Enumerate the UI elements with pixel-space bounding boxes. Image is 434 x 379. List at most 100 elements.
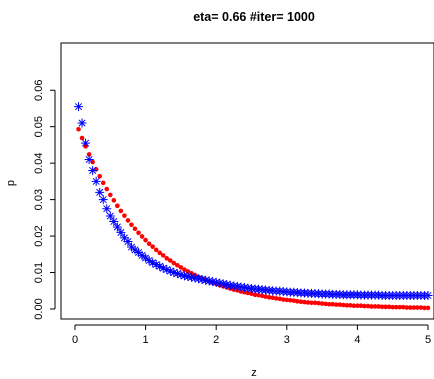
data-point	[125, 218, 131, 223]
data-point	[143, 237, 148, 243]
data-point	[150, 244, 155, 249]
data-point	[291, 298, 297, 303]
data-point	[97, 173, 103, 179]
data-point	[372, 304, 378, 309]
data-point	[109, 216, 119, 226]
data-point	[348, 303, 353, 308]
data-point	[204, 276, 214, 286]
data-point	[259, 293, 265, 299]
data-point	[408, 305, 413, 310]
data-point	[175, 262, 180, 268]
data-point	[183, 272, 193, 282]
data-point	[93, 167, 99, 172]
data-point	[295, 299, 300, 304]
data-point	[411, 305, 417, 310]
data-point	[146, 241, 152, 247]
chart-title: eta= 0.66 #iter= 1000	[193, 10, 315, 24]
data-point	[144, 256, 154, 266]
data-point	[105, 211, 115, 221]
data-point	[351, 303, 357, 309]
data-point	[309, 300, 314, 306]
data-point	[333, 302, 339, 307]
x-axis-label: z	[251, 367, 257, 379]
data-point	[340, 302, 346, 308]
data-point	[369, 304, 374, 309]
plot-area-frame	[60, 42, 434, 320]
data-point	[151, 260, 161, 270]
data-point	[383, 304, 388, 310]
data-point	[100, 180, 106, 186]
data-point	[182, 267, 187, 272]
x-tick-label: 1	[143, 334, 149, 346]
data-point	[116, 227, 126, 237]
y-tick-label: 0.05	[33, 116, 45, 137]
data-point	[153, 247, 159, 253]
data-point	[337, 302, 343, 307]
data-point	[129, 222, 134, 228]
data-point	[194, 274, 204, 284]
data-point	[365, 303, 371, 309]
data-point	[397, 304, 403, 310]
data-point	[225, 280, 235, 290]
data-point	[91, 176, 101, 186]
y-axis: 0.00 0.01 0.02 0.03 0.04 0.05 0.06	[33, 80, 56, 320]
data-point	[102, 204, 112, 214]
data-point	[400, 304, 406, 310]
data-point	[169, 268, 179, 278]
data-point	[86, 152, 92, 157]
data-point	[84, 155, 94, 165]
data-point	[252, 292, 258, 298]
data-point	[88, 165, 98, 175]
data-point	[298, 299, 304, 305]
data-point	[312, 300, 318, 306]
data-point	[157, 250, 163, 256]
data-point	[218, 279, 228, 289]
data-point	[208, 277, 218, 287]
data-point	[122, 213, 127, 218]
data-point	[165, 266, 175, 276]
data-point	[379, 304, 385, 310]
data-point	[74, 102, 84, 112]
data-point	[316, 300, 321, 306]
data-point	[136, 230, 141, 236]
data-point	[104, 186, 110, 192]
data-point	[232, 281, 242, 291]
data-point	[418, 305, 424, 310]
data-point	[344, 303, 350, 308]
data-point	[284, 297, 290, 303]
data-point	[288, 297, 293, 303]
data-point	[108, 192, 113, 198]
data-point	[280, 297, 286, 302]
data-point	[362, 303, 367, 309]
data-point	[160, 253, 166, 258]
data-point	[423, 291, 433, 301]
data-point	[126, 242, 136, 252]
data-point	[155, 261, 165, 271]
data-point	[302, 299, 307, 305]
data-point	[256, 292, 261, 298]
y-tick-label: 0.01	[33, 262, 45, 283]
data-point	[390, 304, 396, 310]
data-point	[90, 159, 95, 165]
data-points	[74, 102, 433, 311]
x-tick-label: 4	[354, 334, 360, 346]
data-point	[386, 304, 392, 310]
data-point	[95, 187, 105, 197]
data-point	[330, 301, 335, 307]
data-point	[355, 303, 360, 309]
data-point	[141, 253, 151, 263]
data-point	[119, 233, 129, 243]
data-point	[266, 295, 272, 300]
data-point	[178, 265, 184, 270]
data-point	[139, 234, 145, 239]
data-point	[98, 195, 108, 205]
data-point	[186, 272, 196, 282]
data-point	[326, 301, 332, 307]
data-point	[245, 290, 251, 296]
data-point	[148, 258, 158, 268]
data-point	[222, 280, 232, 290]
data-point	[376, 304, 381, 309]
data-point	[171, 260, 177, 266]
x-axis: 0 1 2 3 4 5	[72, 324, 431, 346]
